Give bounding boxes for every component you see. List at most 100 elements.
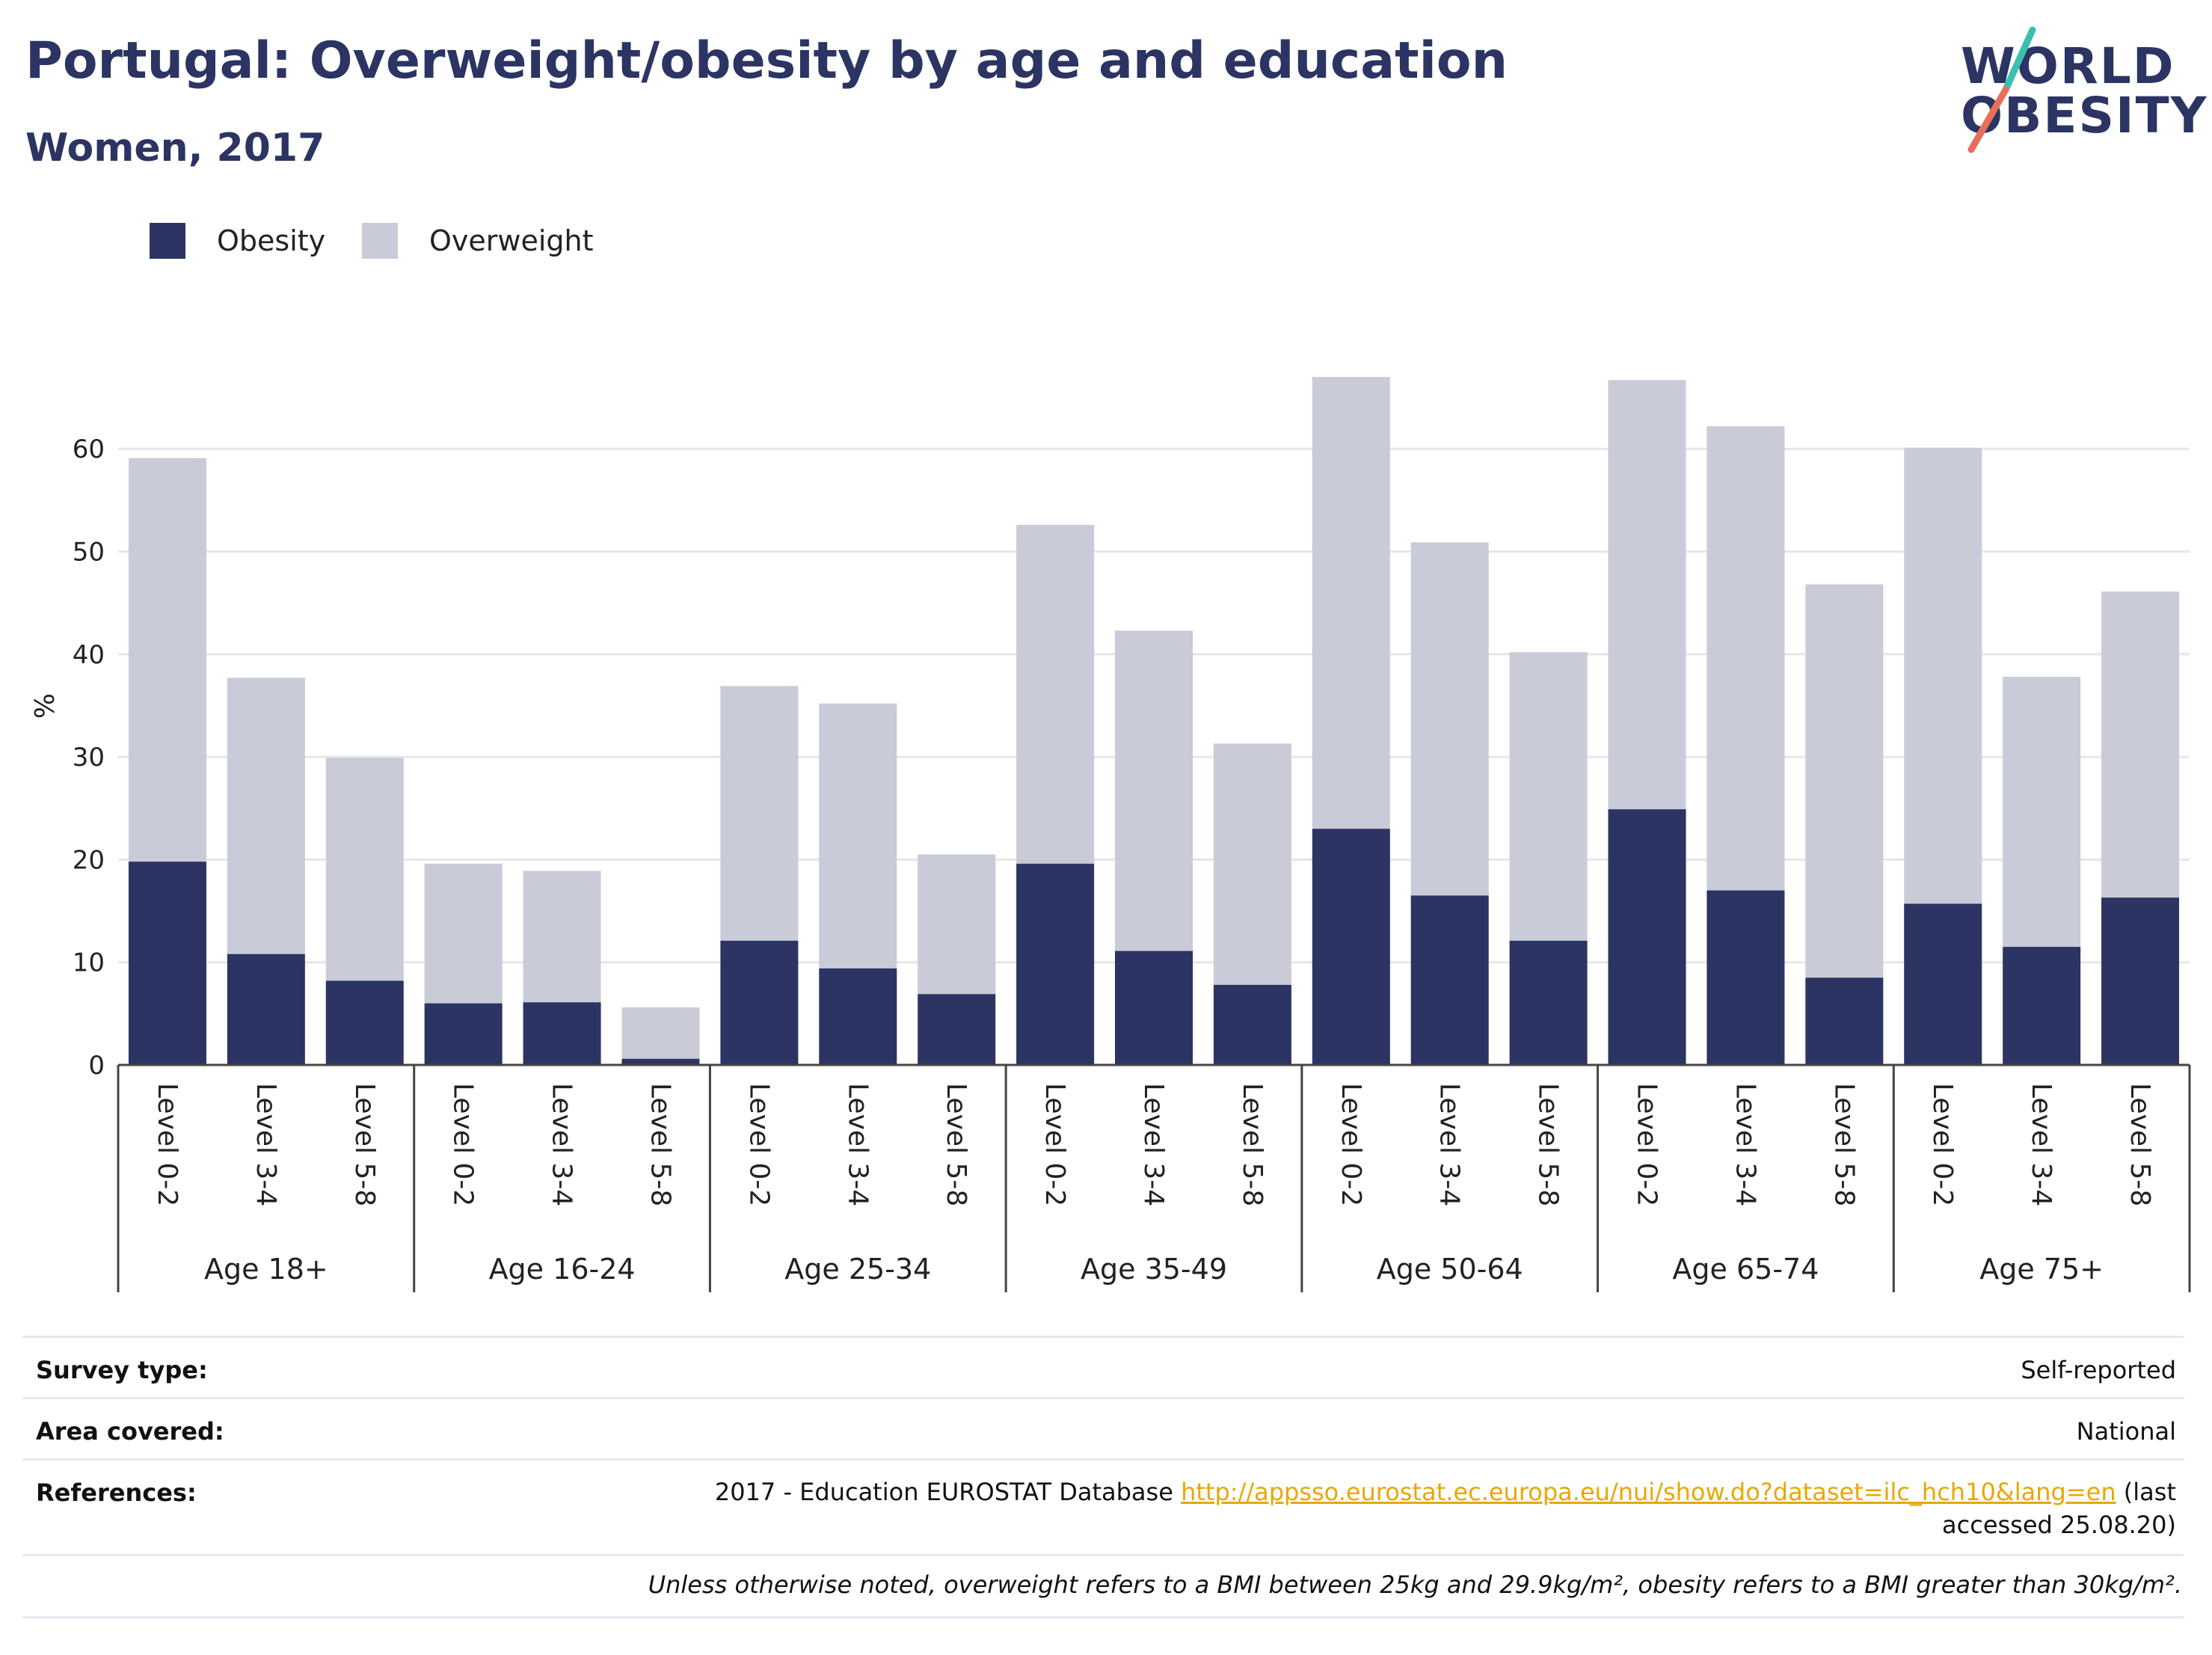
bar-obesity	[2003, 947, 2081, 1065]
bar-overweight	[1115, 630, 1193, 951]
y-tick-label: 0	[88, 1051, 105, 1081]
x-tick-label: Level 3-4	[1730, 1083, 1760, 1206]
chart-subtitle: Women, 2017	[25, 126, 325, 171]
bar-obesity	[819, 968, 897, 1065]
bar-obesity	[918, 994, 996, 1065]
y-tick-label: 30	[73, 743, 105, 773]
x-tick-label: Level 5-8	[941, 1083, 971, 1206]
footer-row-references: References: 2017 - Education EUROSTAT Da…	[22, 1458, 2184, 1555]
x-tick-label: Level 5-8	[2125, 1083, 2155, 1206]
bar-overweight	[424, 863, 503, 1004]
bar-overweight	[2003, 677, 2081, 948]
x-tick-label: Level 0-2	[743, 1083, 774, 1206]
bar-obesity	[325, 980, 404, 1065]
x-tick-label: Level 3-4	[547, 1083, 577, 1206]
bar-overweight	[1904, 447, 1982, 904]
y-tick-label: 60	[73, 435, 105, 464]
x-tick-label: Level 0-2	[1039, 1083, 1070, 1206]
bar-overweight	[1706, 426, 1785, 891]
bar-obesity	[2101, 897, 2180, 1065]
legend-label-overweight: Overweight	[429, 224, 594, 257]
survey-type-label: Survey type:	[36, 1356, 208, 1384]
bar-overweight	[2101, 592, 2180, 898]
bar-obesity	[1016, 863, 1095, 1065]
x-tick-label: Level 3-4	[251, 1083, 281, 1206]
bar-overweight	[1016, 524, 1095, 864]
legend-swatch-obesity	[150, 223, 185, 259]
bar-obesity	[227, 954, 305, 1065]
bar-overweight	[819, 703, 897, 968]
bar-obesity	[1904, 903, 1982, 1065]
footer-row-note	[22, 1554, 2184, 1618]
references-label: References:	[36, 1479, 197, 1507]
legend-label-obesity: Obesity	[217, 224, 326, 257]
references-link[interactable]: http://appsso.eurostat.ec.europa.eu/nui/…	[1181, 1478, 2116, 1506]
bmi-definition-note: Unless otherwise noted, overweight refer…	[648, 1570, 2182, 1599]
bar-overweight	[918, 854, 996, 995]
y-tick-label: 10	[73, 948, 105, 978]
bar-obesity	[128, 862, 206, 1065]
bar-overweight	[1509, 652, 1588, 941]
bar-overweight	[1805, 584, 1884, 978]
bar-obesity	[720, 940, 799, 1065]
x-group-label: Age 75+	[1979, 1253, 2104, 1286]
x-group-label: Age 16-24	[489, 1253, 636, 1286]
bar-overweight	[1608, 380, 1686, 810]
footer-row-area-covered: Area covered: National	[22, 1397, 2184, 1459]
area-covered-label: Area covered:	[36, 1417, 224, 1446]
logo-slash-icon	[1967, 26, 2036, 153]
world-obesity-logo: WORLD OBESITY	[1944, 22, 2206, 157]
x-tick-label: Level 0-2	[1927, 1083, 1958, 1206]
x-tick-label: Level 3-4	[2026, 1083, 2056, 1206]
bar-overweight	[128, 458, 206, 862]
x-tick-label: Level 5-8	[1237, 1083, 1268, 1206]
bar-overweight	[523, 871, 601, 1003]
y-tick-label: 50	[73, 538, 105, 568]
bar-overweight	[720, 686, 799, 941]
bar-overweight	[1410, 542, 1489, 896]
logo-text-world: WORLD	[1961, 37, 2175, 95]
x-tick-label: Level 0-2	[448, 1083, 479, 1206]
x-tick-label: Level 0-2	[152, 1083, 182, 1206]
x-tick-label: Level 0-2	[1632, 1083, 1662, 1206]
bar-obesity	[1509, 940, 1588, 1065]
bar-obesity	[1608, 809, 1686, 1065]
x-group-label: Age 18+	[204, 1253, 328, 1286]
x-tick-label: Level 3-4	[842, 1083, 873, 1206]
x-tick-label: Level 5-8	[645, 1083, 675, 1206]
bar-overweight	[1213, 743, 1291, 985]
x-tick-label: Level 5-8	[1533, 1083, 1564, 1206]
bar-obesity	[1410, 895, 1489, 1065]
bar-chart: 0 10 20 30 40 50 60% Level 0-2 Level 3-4 Level 5-…	[30, 377, 2191, 1292]
y-axis-label: %	[30, 693, 61, 719]
x-tick-label: Level 3-4	[1138, 1083, 1169, 1206]
bar-overweight	[1312, 377, 1390, 829]
references-suffix: (last accessed 25.08.20)	[1942, 1478, 2176, 1539]
references-value: 2017 - Education EUROSTAT Database http:…	[606, 1476, 2176, 1541]
x-tick-label: Level 5-8	[1828, 1083, 1859, 1206]
references-text: 2017 - Education EUROSTAT Database	[714, 1478, 1173, 1506]
bar-obesity	[1805, 977, 1884, 1065]
bar-overweight	[227, 678, 305, 954]
y-tick-label: 40	[73, 640, 105, 670]
bar-obesity	[523, 1002, 601, 1065]
survey-type-value: Self-reported	[2021, 1356, 2176, 1384]
chart-title: Portugal: Overweight/obesity by age and …	[25, 31, 1508, 90]
area-covered-value: National	[2076, 1417, 2176, 1446]
x-group-label: Age 50-64	[1377, 1253, 1523, 1286]
x-group-label: Age 25-34	[784, 1253, 931, 1286]
x-tick-label: Level 5-8	[349, 1083, 380, 1206]
x-group-label: Age 65-74	[1672, 1253, 1819, 1286]
x-group-label: Age 35-49	[1081, 1253, 1227, 1286]
bar-obesity	[1213, 984, 1291, 1065]
bar-obesity	[1312, 829, 1390, 1065]
y-tick-label: 20	[73, 845, 105, 875]
legend-swatch-overweight	[362, 223, 398, 259]
x-tick-label: Level 3-4	[1434, 1083, 1465, 1206]
footer-row-survey-type: Survey type: Self-reported	[22, 1336, 2184, 1398]
bar-overweight	[325, 758, 404, 981]
bar-obesity	[621, 1058, 700, 1065]
bar-obesity	[1706, 890, 1785, 1065]
bar-obesity	[1115, 951, 1193, 1065]
bar-obesity	[424, 1003, 503, 1065]
